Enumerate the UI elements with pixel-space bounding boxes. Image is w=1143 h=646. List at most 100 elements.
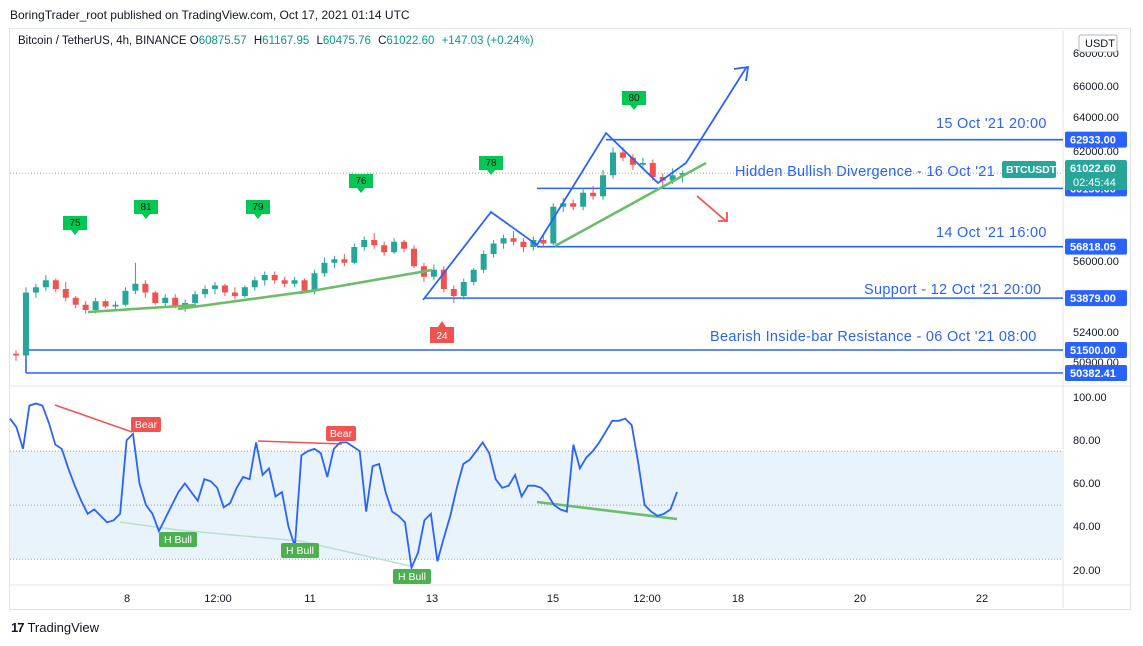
bull-divergence-line bbox=[119, 521, 179, 531]
candle-body bbox=[351, 247, 358, 263]
rsi-marker-label: 80 bbox=[628, 93, 640, 104]
low-value: 60475.76 bbox=[322, 35, 371, 47]
price-level-label: Support - 12 Oct '21 20:00 bbox=[864, 282, 1041, 298]
rsi-marker-green bbox=[246, 200, 270, 219]
candle-body bbox=[301, 280, 308, 291]
price-level-label: 15 Oct '21 20:00 bbox=[936, 116, 1047, 132]
trendline bbox=[177, 288, 319, 311]
price-axis-label: 62000.00 bbox=[1073, 146, 1119, 158]
candle-body bbox=[331, 259, 338, 263]
currency-badge bbox=[1078, 34, 1118, 53]
rsi-marker-green bbox=[349, 174, 373, 193]
price-level-badge-text: 51500.00 bbox=[1070, 345, 1116, 357]
price-axis-label: 56000.00 bbox=[1073, 256, 1119, 268]
candle-body bbox=[669, 175, 676, 181]
candle-body bbox=[82, 304, 89, 310]
price-level-badge bbox=[1065, 238, 1127, 255]
down-arrow-head bbox=[718, 212, 728, 222]
candle-body bbox=[460, 282, 467, 296]
candle-body bbox=[610, 152, 616, 176]
rsi-line bbox=[9, 402, 678, 572]
price-level-label: 14 Oct '21 16:00 bbox=[936, 225, 1047, 241]
candle-body bbox=[13, 353, 19, 356]
high-value: 61167.95 bbox=[262, 35, 310, 47]
divergence-badge-label: H Bull bbox=[398, 571, 426, 583]
low-label: L bbox=[316, 35, 323, 47]
close-value: 61022.60 bbox=[386, 35, 435, 47]
candle-body bbox=[152, 292, 159, 303]
current-price-text: 61022.60 bbox=[1070, 163, 1116, 175]
candle-body bbox=[510, 238, 517, 242]
rsi-marker-green bbox=[479, 156, 503, 175]
candle-body bbox=[470, 269, 477, 282]
candle-body bbox=[241, 287, 248, 296]
candle-body bbox=[361, 240, 368, 247]
price-level-badge bbox=[1065, 290, 1127, 307]
trendline bbox=[554, 161, 707, 248]
rsi-marker-label: 81 bbox=[140, 202, 152, 213]
candle-body bbox=[550, 206, 557, 244]
rsi-axis-label: 60.00 bbox=[1073, 478, 1101, 490]
rsi-axis-label: 80.00 bbox=[1073, 435, 1101, 447]
price-level-badge bbox=[1065, 131, 1127, 148]
candle-body bbox=[62, 289, 69, 298]
candle-body bbox=[42, 280, 49, 288]
candle-body bbox=[430, 269, 437, 277]
divergence-badge-label: H Bull bbox=[164, 534, 192, 546]
divergence-badge bbox=[159, 532, 197, 547]
time-axis-label: 12:00 bbox=[204, 593, 232, 605]
divergence-badge-label: Bear bbox=[330, 428, 353, 440]
rsi-marker-green bbox=[622, 91, 646, 110]
symbol-name: Bitcoin / TetherUS, 4h, BINANCE bbox=[18, 35, 187, 47]
candle-body bbox=[540, 240, 547, 244]
divergence-badge bbox=[131, 417, 161, 432]
candle-body bbox=[132, 283, 139, 291]
candle-body bbox=[570, 203, 577, 207]
price-level-badge bbox=[1065, 342, 1127, 358]
candle-body bbox=[341, 259, 348, 263]
time-axis-label: 11 bbox=[304, 593, 315, 605]
price-level-badge-text: 56818.05 bbox=[1070, 242, 1116, 254]
divergence-badge bbox=[281, 543, 319, 558]
time-axis-label: 12:00 bbox=[633, 593, 661, 605]
candle-body bbox=[162, 297, 169, 303]
symbol-legend: Bitcoin / TetherUS, 4h, BINANCE O60875.5… bbox=[18, 35, 538, 47]
candle-body bbox=[411, 248, 417, 267]
rsi-marker-label: 79 bbox=[252, 202, 264, 213]
rsi-marker-label: 24 bbox=[436, 331, 448, 342]
candle-body bbox=[480, 254, 487, 270]
price-level-badge-text: 62933.00 bbox=[1070, 135, 1116, 147]
symbol-badge bbox=[1002, 161, 1056, 178]
candle-body bbox=[122, 290, 129, 305]
change-value: +147.03 (+0.24%) bbox=[441, 35, 534, 47]
open-label: O bbox=[189, 35, 199, 47]
candle-body bbox=[32, 287, 39, 293]
candle-body bbox=[172, 297, 179, 307]
candle-body bbox=[311, 273, 318, 291]
candle-body bbox=[560, 203, 567, 207]
time-axis-label: 8 bbox=[124, 593, 130, 605]
divergence-badge-label: Bear bbox=[135, 419, 158, 431]
rsi-axis-label: 20.00 bbox=[1073, 565, 1101, 577]
bear-divergence-line bbox=[54, 404, 133, 433]
trendline bbox=[299, 268, 433, 295]
divergence-badge bbox=[393, 569, 431, 584]
projection-arrow-head bbox=[733, 65, 750, 82]
tradingview-logo[interactable]: 17 TradingView bbox=[11, 620, 99, 635]
candle-body bbox=[22, 292, 29, 356]
rsi-marker-red bbox=[430, 321, 454, 343]
hidden-bull-trendline bbox=[536, 500, 678, 521]
price-level-badge-text: 53879.00 bbox=[1070, 293, 1116, 305]
bear-divergence-line bbox=[257, 440, 343, 445]
zigzag-pattern bbox=[422, 131, 687, 301]
candle-body bbox=[440, 269, 447, 289]
time-axis-label: 15 bbox=[547, 593, 559, 605]
candle-body bbox=[371, 240, 378, 246]
rsi-axis-label: 40.00 bbox=[1073, 521, 1101, 533]
publish-info: BoringTrader_root published on TradingVi… bbox=[10, 8, 410, 22]
price-axis-label: 66000.00 bbox=[1073, 81, 1119, 93]
rsi-marker-label: 76 bbox=[355, 176, 367, 187]
open-value: 60875.57 bbox=[198, 35, 247, 47]
